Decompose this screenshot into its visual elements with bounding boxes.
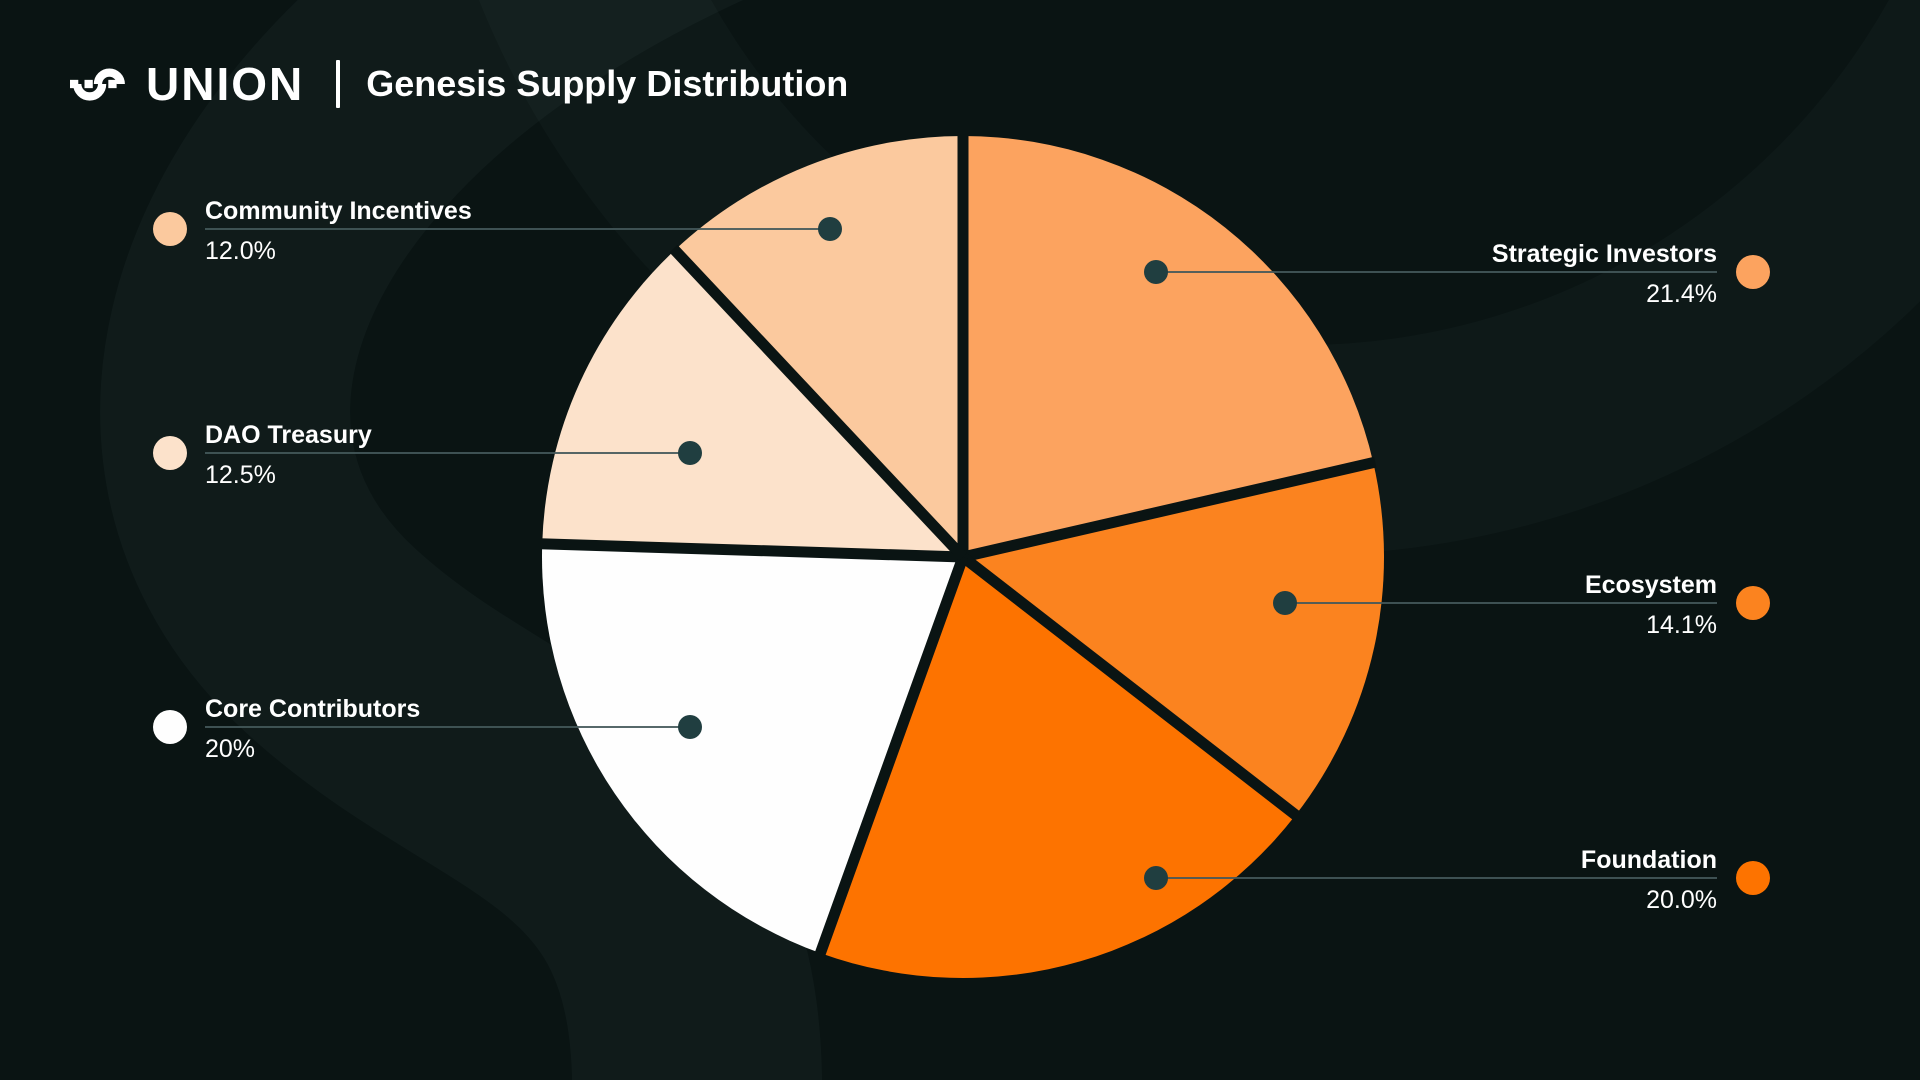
slice-separator (961, 456, 1377, 563)
header-divider (336, 60, 341, 108)
connector-dot-dao-treasury (678, 441, 702, 465)
pie-slice-core-contributors (542, 543, 963, 954)
legend-label-core-contributors: Core Contributors (205, 695, 421, 723)
legend-value-core-contributors: 20% (205, 735, 256, 763)
pie-slice-community-incentives (674, 136, 963, 557)
pie-slice-dao-treasury (542, 250, 963, 558)
header: UNION Genesis Supply Distribution (70, 52, 848, 116)
legend-dot-strategic-investors (1736, 255, 1770, 289)
pie-slice-foundation (820, 557, 1296, 978)
brand-name: UNION (146, 58, 305, 110)
connector-dot-community-incentives (818, 217, 842, 241)
legend-label-foundation: Foundation (1580, 846, 1717, 874)
legend-value-ecosystem: 14.1% (1646, 611, 1717, 639)
legend-label-strategic-investors: Strategic Investors (1491, 240, 1717, 268)
legend-dot-community-incentives (153, 212, 187, 246)
legend-dot-dao-treasury (153, 436, 187, 470)
legend-dot-ecosystem (1736, 586, 1770, 620)
connector-dot-core-contributors (678, 715, 702, 739)
slice-separator (959, 552, 1301, 821)
slice-separator (814, 555, 969, 957)
legend-value-community-incentives: 12.0% (205, 237, 276, 265)
legend-value-dao-treasury: 12.5% (205, 461, 276, 489)
union-logo-icon (70, 68, 125, 101)
connector-dot-ecosystem (1273, 591, 1297, 615)
pie-slice-strategic-investors (963, 136, 1374, 557)
pie-slice-ecosystem (963, 462, 1384, 816)
slice-separator (540, 538, 964, 563)
connector-dot-foundation (1144, 866, 1168, 890)
legend-label-ecosystem: Ecosystem (1584, 571, 1717, 599)
connector-dot-strategic-investors (1144, 260, 1168, 284)
legend-label-community-incentives: Community Incentives (205, 197, 472, 225)
slice-separator (669, 244, 968, 561)
page-title: Genesis Supply Distribution (366, 63, 849, 104)
legend-value-foundation: 20.0% (1646, 886, 1717, 914)
legend-dot-core-contributors (153, 710, 187, 744)
legend-label-dao-treasury: DAO Treasury (205, 421, 372, 449)
legend-value-strategic-investors: 21.4% (1646, 280, 1717, 308)
legend-dot-foundation (1736, 861, 1770, 895)
